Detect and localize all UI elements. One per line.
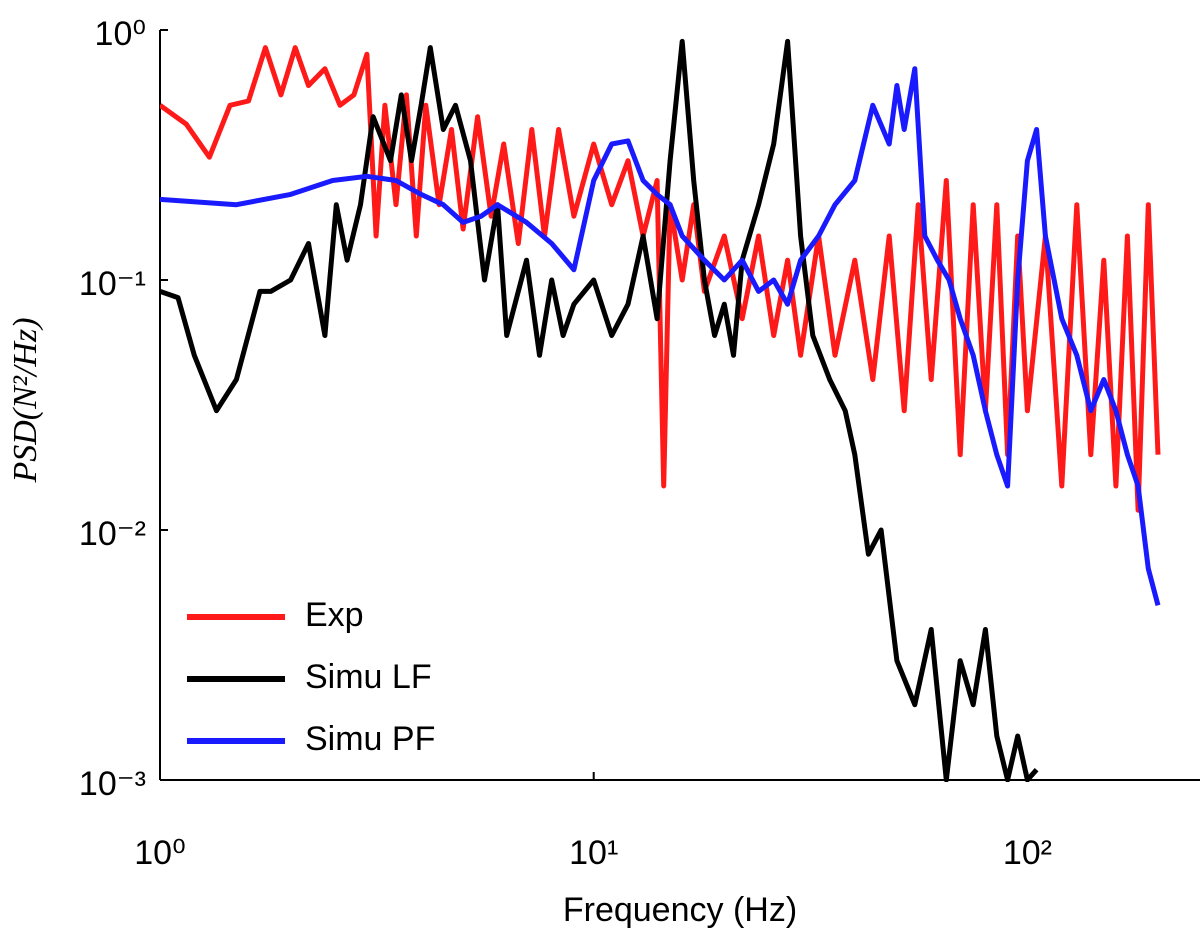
y-tick-label: 10⁰ xyxy=(95,15,146,53)
series-line xyxy=(160,38,1039,782)
y-tick-label: 10⁻² xyxy=(79,515,146,553)
legend-label: Simu PF xyxy=(305,720,435,758)
x-tick-label: 10¹ xyxy=(569,834,618,872)
legend-label: Exp xyxy=(305,596,364,634)
series-line xyxy=(160,66,1161,606)
x-tick-label: 10⁰ xyxy=(134,834,185,872)
legend-label: Simu LF xyxy=(305,658,432,696)
y-axis-label: PSD(N²/Hz) xyxy=(7,317,44,483)
y-tick-label: 10⁻³ xyxy=(79,765,146,803)
x-axis-label: Frequency (Hz) xyxy=(563,891,797,929)
x-tick-label: 10² xyxy=(1003,834,1052,872)
plot-area xyxy=(160,38,1161,782)
y-tick-label: 10⁻¹ xyxy=(79,265,146,303)
